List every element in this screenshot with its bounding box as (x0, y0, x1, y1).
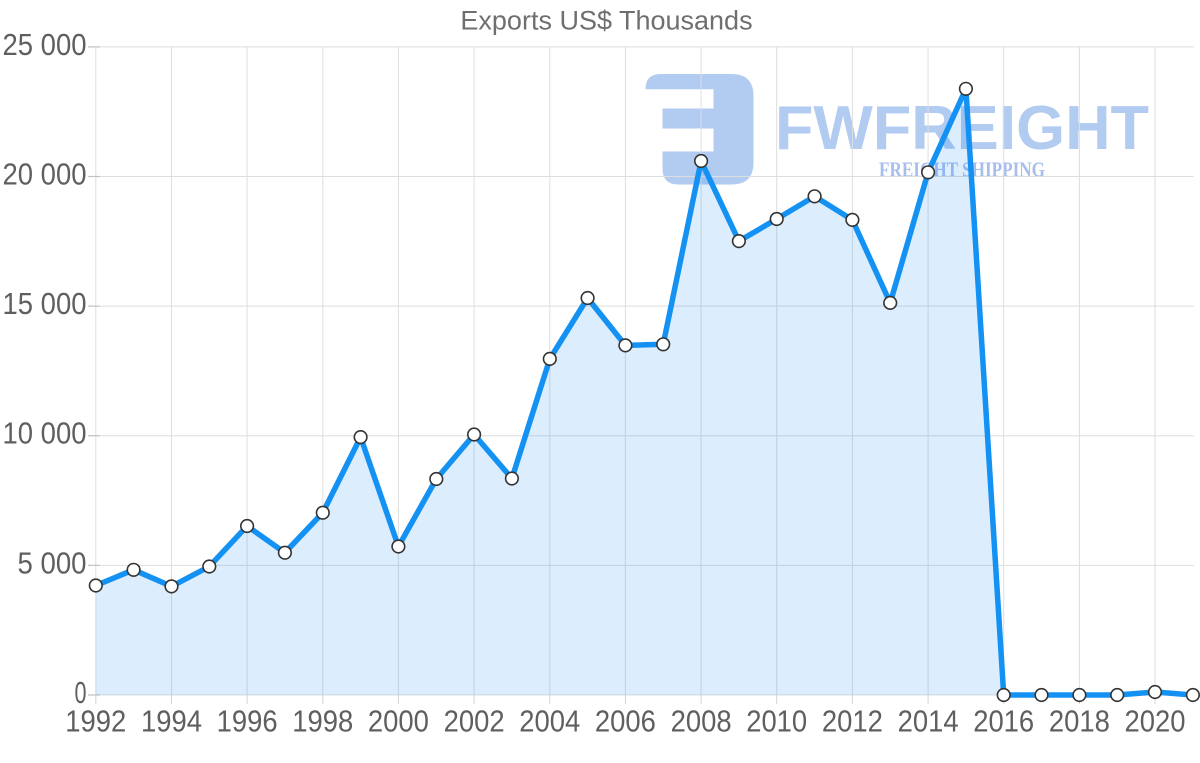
svg-text:2000: 2000 (368, 703, 429, 738)
svg-text:FWFREIGHT: FWFREIGHT (775, 94, 1149, 163)
svg-text:2014: 2014 (898, 703, 959, 738)
svg-text:2010: 2010 (746, 703, 807, 738)
svg-text:5 000: 5 000 (18, 545, 87, 580)
svg-text:2002: 2002 (444, 703, 505, 738)
svg-text:1994: 1994 (141, 703, 202, 738)
svg-text:1996: 1996 (217, 703, 278, 738)
svg-text:2018: 2018 (1049, 703, 1110, 738)
svg-text:2004: 2004 (519, 703, 580, 738)
svg-text:2006: 2006 (595, 703, 656, 738)
svg-text:2016: 2016 (973, 703, 1034, 738)
svg-text:0: 0 (75, 675, 87, 710)
svg-text:1992: 1992 (65, 703, 126, 738)
svg-text:10 000: 10 000 (3, 416, 87, 451)
svg-text:15 000: 15 000 (3, 286, 87, 321)
svg-text:20 000: 20 000 (3, 157, 87, 192)
svg-text:2008: 2008 (671, 703, 732, 738)
svg-text:FREIGHT SHIPPING: FREIGHT SHIPPING (879, 158, 1045, 182)
svg-text:25 000: 25 000 (3, 27, 87, 62)
svg-text:2012: 2012 (822, 703, 883, 738)
svg-text:1998: 1998 (292, 703, 353, 738)
svg-text:2020: 2020 (1125, 703, 1186, 738)
svg-text:Exports US$ Thousands: Exports US$ Thousands (460, 6, 752, 36)
